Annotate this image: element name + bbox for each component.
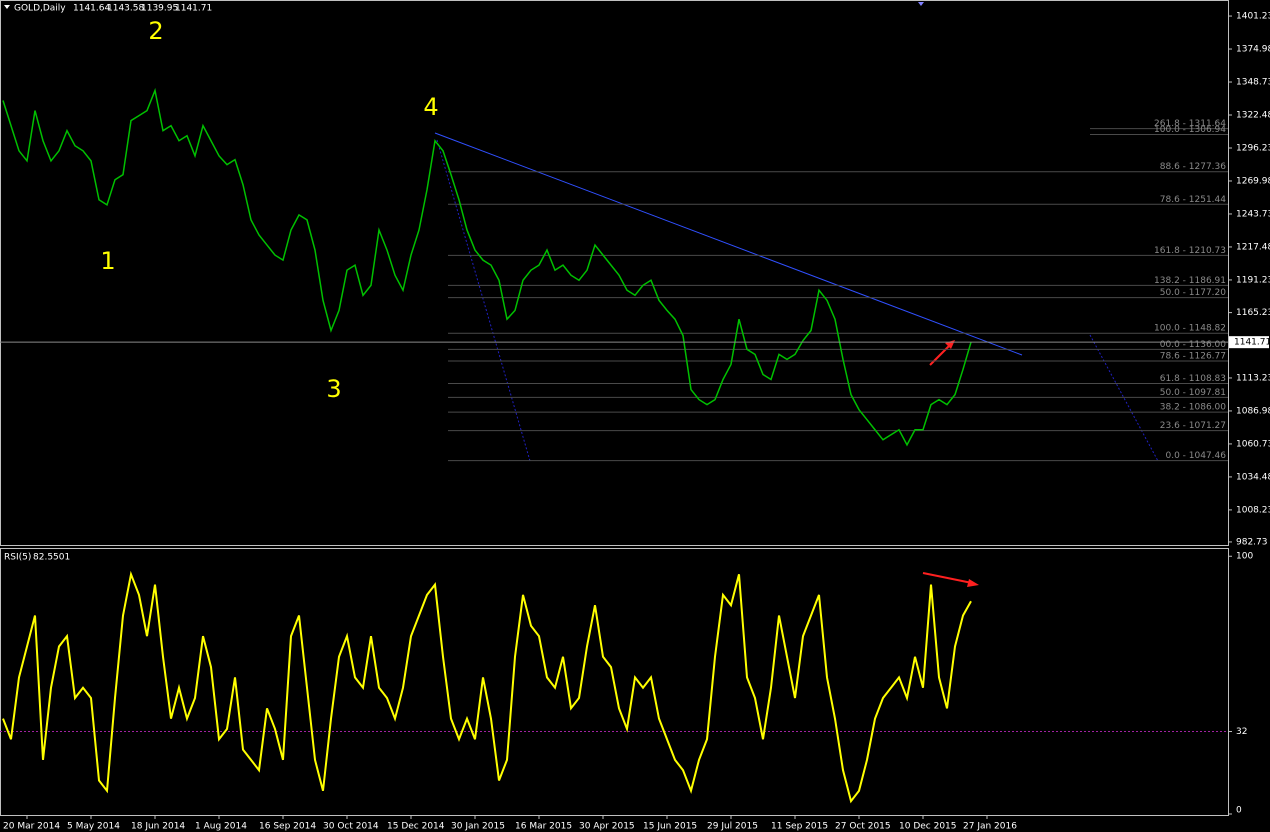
y-tick-label: 1322.48 xyxy=(1236,111,1270,121)
x-tick-label: 15 Dec 2014 xyxy=(387,822,445,832)
y-tick-label: 1374.98 xyxy=(1236,45,1270,55)
chart-title: GOLD,Daily xyxy=(14,4,66,14)
y-tick-label: 32 xyxy=(1236,727,1247,737)
price-line xyxy=(2,87,972,447)
x-tick-label: 20 Mar 2014 xyxy=(3,822,60,832)
arrow xyxy=(922,572,979,587)
trend-line xyxy=(434,132,1023,356)
y-tick-label: 1348.73 xyxy=(1236,78,1270,88)
y-tick-label: 1113.23 xyxy=(1236,373,1270,383)
x-tick-label: 30 Jan 2015 xyxy=(451,822,505,832)
y-tick-label: 1269.98 xyxy=(1236,176,1270,186)
fib-label: 00.0 - 1136.00 xyxy=(1160,340,1226,350)
fib-label: 261.8 - 1311.64 xyxy=(1154,119,1226,129)
rsi-line xyxy=(2,570,972,804)
ohlc-value: 1141.64 xyxy=(73,4,110,14)
current-price-box xyxy=(1229,336,1269,349)
wave-label: 4 xyxy=(423,93,438,121)
y-tick-label: 100 xyxy=(1236,552,1253,562)
x-tick-label: 27 Jan 2016 xyxy=(963,822,1017,832)
x-tick-label: 30 Oct 2014 xyxy=(323,822,379,832)
y-tick-label: 0 xyxy=(1236,806,1242,816)
price-frame xyxy=(0,0,1229,546)
y-tick-label: 1401.23 xyxy=(1236,12,1270,22)
y-tick-label: 1086.98 xyxy=(1236,406,1270,416)
fib-label: 161.8 - 1210.73 xyxy=(1154,246,1226,256)
y-tick-label: 1165.23 xyxy=(1236,308,1270,318)
y-tick-label: 982.73 xyxy=(1236,537,1268,547)
y-tick-label: 1243.73 xyxy=(1236,209,1270,219)
ohlc-value: 1143.58 xyxy=(107,4,144,14)
ohlc-value: 1139.95 xyxy=(141,4,178,14)
wave-label: 2 xyxy=(148,17,163,45)
menu-arrow xyxy=(4,5,10,9)
x-tick-label: 15 Jun 2015 xyxy=(643,822,697,832)
x-tick-label: 16 Mar 2015 xyxy=(515,822,572,832)
y-tick-label: 1034.48 xyxy=(1236,472,1270,482)
y-tick-label: 1060.73 xyxy=(1236,439,1270,449)
shift-marker xyxy=(918,2,924,6)
x-tick-label: 18 Jun 2014 xyxy=(131,822,185,832)
y-tick-label: 1217.48 xyxy=(1236,242,1270,252)
x-tick-label: 27 Oct 2015 xyxy=(835,822,891,832)
wave-label: 3 xyxy=(326,375,341,403)
x-tick-label: 11 Sep 2015 xyxy=(771,822,828,832)
x-tick-label: 10 Dec 2015 xyxy=(899,822,957,832)
x-tick-label: 29 Jul 2015 xyxy=(707,822,758,832)
fib-label: 100.0 - 1306.94 xyxy=(1154,125,1226,135)
fib-label: 0.0 - 1047.46 xyxy=(1166,451,1227,461)
x-tick-label: 5 May 2014 xyxy=(67,822,120,832)
y-tick-label: 1296.23 xyxy=(1236,143,1270,153)
wave-label: 1 xyxy=(100,247,115,275)
fib-label: 88.6 - 1277.36 xyxy=(1160,162,1226,172)
fib-label: 138.2 - 1186.91 xyxy=(1154,276,1226,286)
rsi-frame xyxy=(0,548,1229,816)
rsi-current: 82.5501 xyxy=(33,553,70,563)
fib-label: 23.6 - 1071.27 xyxy=(1160,421,1226,431)
y-tick-label: 1191.23 xyxy=(1236,275,1270,285)
fib-label: 38.2 - 1086.00 xyxy=(1160,403,1226,413)
y-tick-label: 1008.23 xyxy=(1236,505,1270,515)
x-tick-label: 30 Apr 2015 xyxy=(579,822,635,832)
fib-label: 61.8 - 1108.83 xyxy=(1160,374,1226,384)
fib-label: 78.6 - 1126.77 xyxy=(1160,351,1226,361)
fib-label: 100.0 - 1148.82 xyxy=(1154,324,1226,334)
current-price-label: 1141.71 xyxy=(1234,338,1270,348)
rsi-title: RSI(5) xyxy=(4,553,31,563)
x-tick-label: 16 Sep 2014 xyxy=(259,822,316,832)
x-tick-label: 1 Aug 2014 xyxy=(195,822,247,832)
fib-label: 50.0 - 1177.20 xyxy=(1160,288,1226,298)
ohlc-value: 1141.71 xyxy=(175,4,212,14)
fib-label: 78.6 - 1251.44 xyxy=(1160,195,1226,205)
fib-label: 50.0 - 1097.81 xyxy=(1160,388,1226,398)
